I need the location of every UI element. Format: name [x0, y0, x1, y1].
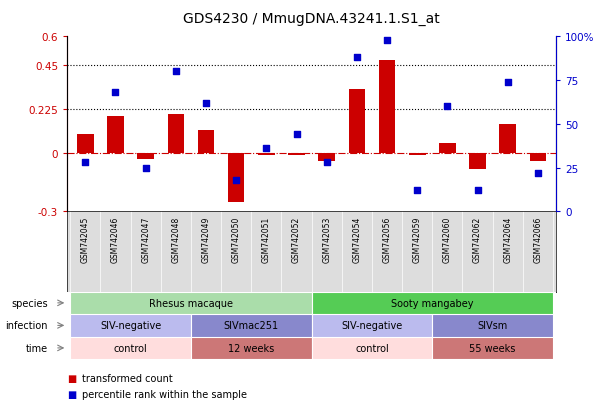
Bar [499, 125, 516, 154]
Text: GSM742051: GSM742051 [262, 216, 271, 262]
Text: species: species [11, 298, 48, 308]
Text: SIV-negative: SIV-negative [100, 320, 161, 330]
Bar [107, 117, 124, 154]
Bar [433, 337, 553, 359]
Text: Rhesus macaque: Rhesus macaque [149, 298, 233, 308]
Text: ■: ■ [67, 373, 76, 383]
Bar [167, 115, 184, 154]
Bar [379, 60, 395, 154]
Bar [258, 154, 275, 156]
Text: GSM742054: GSM742054 [353, 216, 361, 262]
Text: GSM742052: GSM742052 [292, 216, 301, 262]
Point [141, 165, 150, 171]
Bar [409, 154, 425, 156]
Bar [312, 314, 433, 337]
Text: Sooty mangabey: Sooty mangabey [391, 298, 474, 308]
Bar [469, 154, 486, 169]
Point [111, 90, 120, 96]
Bar [348, 90, 365, 154]
Bar [228, 154, 244, 202]
Bar [433, 314, 553, 337]
Text: GSM742060: GSM742060 [443, 216, 452, 262]
Point [533, 170, 543, 177]
Text: GSM742066: GSM742066 [533, 216, 543, 262]
Bar [191, 314, 312, 337]
Text: GSM742062: GSM742062 [473, 216, 482, 262]
Bar [70, 337, 191, 359]
Bar [312, 292, 553, 314]
Text: GSM742046: GSM742046 [111, 216, 120, 262]
Point [262, 146, 271, 152]
Text: GSM742064: GSM742064 [503, 216, 512, 262]
Bar [288, 154, 305, 156]
Text: control: control [114, 343, 147, 353]
Text: infection: infection [5, 320, 48, 330]
Text: transformed count: transformed count [82, 373, 174, 383]
Text: ■: ■ [67, 389, 76, 399]
Point [322, 160, 332, 166]
Bar [77, 134, 93, 154]
Bar [530, 154, 546, 161]
Text: GSM742059: GSM742059 [412, 216, 422, 262]
Text: GSM742053: GSM742053 [322, 216, 331, 262]
Point [81, 160, 90, 166]
Point [382, 37, 392, 44]
Text: GSM742050: GSM742050 [232, 216, 241, 262]
Bar [70, 314, 191, 337]
Text: percentile rank within the sample: percentile rank within the sample [82, 389, 247, 399]
Text: GSM742047: GSM742047 [141, 216, 150, 262]
Point [503, 79, 513, 86]
Text: GDS4230 / MmugDNA.43241.1.S1_at: GDS4230 / MmugDNA.43241.1.S1_at [183, 12, 440, 26]
Text: 55 weeks: 55 weeks [469, 343, 516, 353]
Text: SIVmac251: SIVmac251 [224, 320, 279, 330]
Bar [137, 154, 154, 159]
Point [412, 188, 422, 194]
Text: control: control [355, 343, 389, 353]
Text: SIVsm: SIVsm [478, 320, 508, 330]
Point [473, 188, 483, 194]
Bar [70, 292, 312, 314]
Text: time: time [26, 343, 48, 353]
Bar [198, 131, 214, 154]
Point [291, 132, 301, 138]
Text: GSM742049: GSM742049 [202, 216, 211, 262]
Bar [312, 337, 433, 359]
Bar [191, 337, 312, 359]
Bar [318, 154, 335, 161]
Point [171, 69, 181, 76]
Point [352, 55, 362, 62]
Text: SIV-negative: SIV-negative [342, 320, 403, 330]
Point [232, 177, 241, 184]
Bar [439, 144, 456, 154]
Point [442, 104, 452, 110]
Text: 12 weeks: 12 weeks [228, 343, 274, 353]
Text: GSM742045: GSM742045 [81, 216, 90, 262]
Text: GSM742056: GSM742056 [382, 216, 392, 262]
Point [201, 100, 211, 107]
Text: GSM742048: GSM742048 [171, 216, 180, 262]
